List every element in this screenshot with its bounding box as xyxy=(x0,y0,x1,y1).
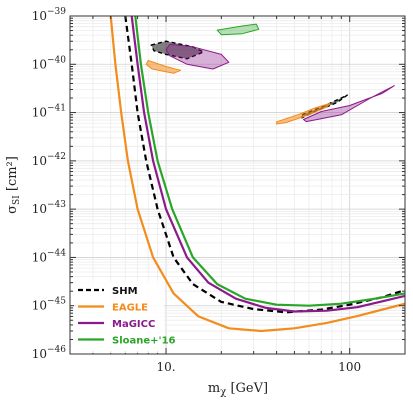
axis-ticks: 10. 100 10−39 10−40 10−41 10−42 10−43 10−44 10−4… xyxy=(32,7,406,374)
y-tick-label: 10−45 xyxy=(32,297,67,313)
eagle-signal-region xyxy=(276,102,331,125)
plot-frame xyxy=(69,15,406,355)
legend: SHM EAGLE MaGICC Sloane+'16 xyxy=(74,281,176,353)
magicc-signal-region xyxy=(165,43,230,70)
magicc-exclusion-curve xyxy=(130,16,405,313)
shm-exclusion-curve xyxy=(124,16,405,314)
x-tick-label: 100 xyxy=(338,360,361,374)
legend-label-magicc: MaGICC xyxy=(112,319,155,330)
y-tick-label: 10−43 xyxy=(32,200,67,216)
y-tick-label: 10−39 xyxy=(32,7,67,23)
legend-label-sloane-16: Sloane+'16 xyxy=(112,336,176,347)
x-tick-label: 10. xyxy=(156,360,175,374)
legend-label-shm: SHM xyxy=(112,286,138,297)
x-axis-label: mχ [GeV] xyxy=(208,381,268,398)
sloane-16-exclusion-curve xyxy=(134,16,405,307)
legend-background xyxy=(74,281,164,353)
shm-signal-region xyxy=(150,40,205,60)
eagle-exclusion-curve xyxy=(109,16,405,333)
magicc-signal-region xyxy=(303,85,395,123)
legend-label-eagle: EAGLE xyxy=(112,303,148,314)
y-axis-label: σSI [cm²] xyxy=(5,156,22,214)
y-tick-label: 10−40 xyxy=(32,55,67,71)
y-tick-label: 10−42 xyxy=(32,152,66,168)
y-tick-label: 10−44 xyxy=(32,248,67,264)
eagle-signal-region xyxy=(145,60,182,74)
y-tick-label: 10−46 xyxy=(32,345,67,361)
sloane-16-signal-region xyxy=(216,23,260,36)
exclusion-curves xyxy=(109,16,405,333)
grid xyxy=(69,16,406,355)
signal-regions xyxy=(145,23,395,125)
y-tick-label: 10−41 xyxy=(32,104,66,120)
